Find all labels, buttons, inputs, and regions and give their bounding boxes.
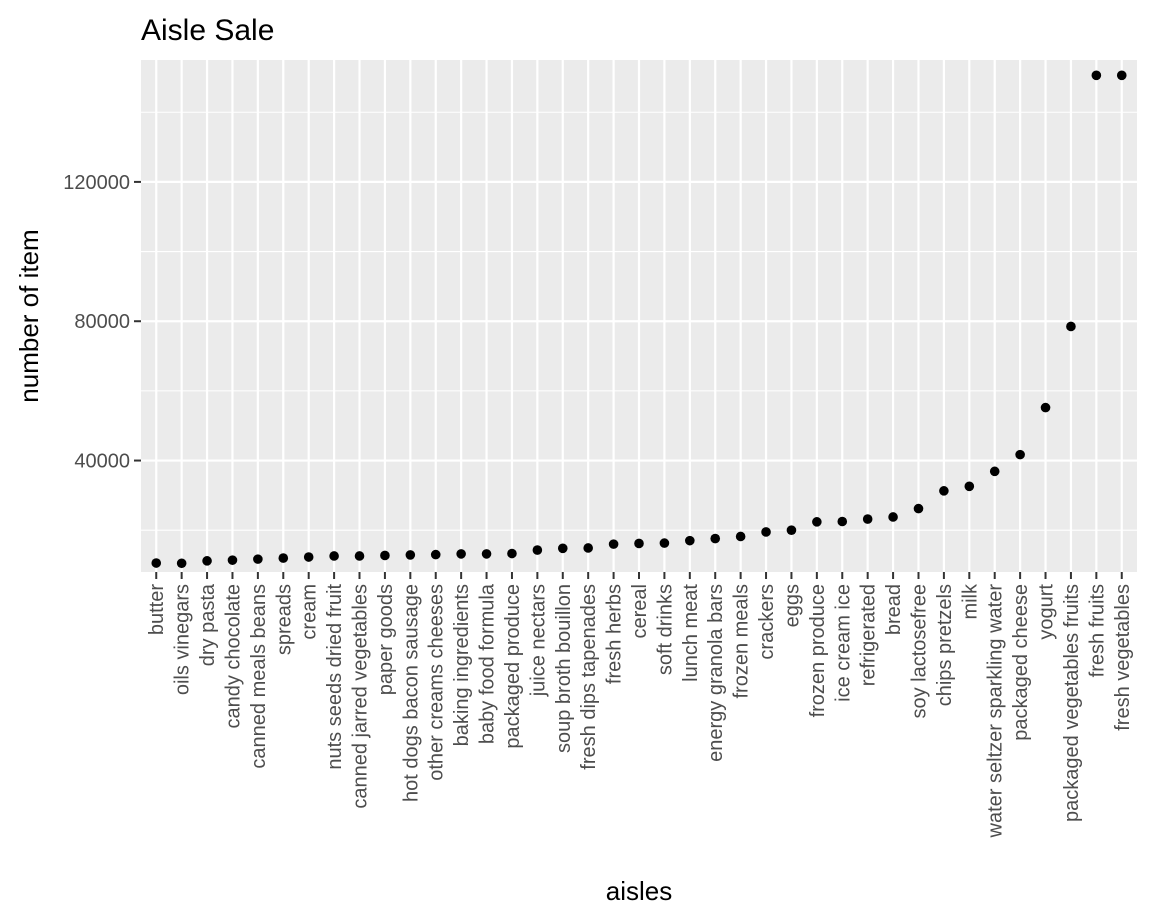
x-tick-label: candy chocolate	[222, 584, 244, 729]
data-points	[151, 70, 1127, 569]
data-point	[761, 527, 771, 537]
data-point	[456, 549, 466, 559]
x-axis-title: aisles	[606, 876, 672, 906]
data-point	[329, 551, 339, 561]
x-tick-label: refrigerated	[858, 584, 880, 686]
data-point	[812, 517, 822, 527]
data-point	[278, 553, 289, 563]
y-tick-label: 40000	[74, 451, 130, 473]
data-point	[685, 535, 695, 546]
x-tick-label: chips pretzels	[934, 584, 956, 706]
data-point	[227, 555, 238, 565]
x-tick-label: paper goods	[375, 584, 397, 695]
x-tick-label: packaged cheese	[1010, 584, 1032, 741]
data-point	[354, 551, 365, 561]
x-tick-label: baby food formula	[477, 583, 499, 744]
x-tick-label: bread	[883, 584, 905, 635]
x-tick-label: hot dogs bacon sausage	[400, 584, 422, 802]
data-point	[710, 533, 721, 544]
data-point	[176, 558, 187, 569]
x-tick-label: lunch meat	[680, 584, 702, 682]
data-point	[253, 554, 263, 564]
data-point	[1015, 449, 1025, 460]
data-point	[481, 549, 492, 559]
data-point	[735, 531, 746, 542]
data-point	[964, 481, 975, 492]
y-axis: 40000 80000 120000	[63, 172, 141, 473]
data-point	[888, 512, 898, 522]
data-point	[1040, 402, 1051, 413]
data-point	[430, 549, 441, 560]
y-axis-title: number of item	[14, 229, 44, 402]
data-point	[1091, 70, 1102, 81]
data-point	[583, 543, 593, 553]
data-point	[507, 548, 517, 559]
x-tick-label: frozen meals	[731, 584, 753, 699]
x-tick-label: soy lactosefree	[908, 584, 930, 719]
x-tick-label: eggs	[781, 584, 803, 627]
x-tick-label: ice cream ice	[832, 584, 854, 702]
data-point	[557, 543, 568, 554]
y-tick-label: 80000	[74, 311, 130, 333]
x-tick-label: canned meals beans	[248, 584, 270, 769]
x-tick-label: energy granola bars	[705, 584, 727, 762]
x-tick-label: fresh herbs	[604, 584, 626, 684]
y-tick-label: 120000	[63, 172, 130, 194]
x-tick-label: butter	[146, 584, 168, 635]
x-tick-label: dry pasta	[197, 583, 219, 666]
chart-title: Aisle Sale	[141, 14, 274, 47]
x-tick-label: other creams cheeses	[426, 584, 448, 781]
data-point	[1116, 70, 1127, 81]
data-point	[405, 550, 416, 560]
x-tick-label: crackers	[756, 584, 778, 660]
x-axis: butter oils vinegars dry pasta candy chocol…	[146, 572, 1134, 838]
data-point	[939, 486, 949, 496]
x-tick-label: yogurt	[1036, 584, 1058, 640]
x-tick-label: spreads	[273, 584, 295, 655]
data-point	[380, 550, 390, 561]
data-point	[659, 538, 670, 548]
data-point	[532, 545, 543, 555]
x-tick-label: juice nectars	[527, 584, 549, 697]
x-tick-label: baking ingredients	[451, 584, 473, 746]
x-tick-label: milk	[959, 583, 981, 620]
data-point	[1066, 321, 1076, 332]
x-tick-label: frozen produce	[807, 584, 829, 717]
data-point	[862, 514, 873, 524]
x-tick-label: nuts seeds dried fruit	[324, 584, 346, 770]
data-point	[303, 552, 314, 562]
data-point	[634, 538, 644, 549]
x-tick-label: cream	[299, 584, 321, 640]
x-tick-label: fresh dips tapenades	[578, 584, 600, 770]
x-tick-label: packaged vegetables fruits	[1061, 584, 1083, 822]
x-tick-label: fresh fruits	[1086, 584, 1108, 677]
data-point	[608, 539, 619, 549]
x-tick-label: oils vinegars	[172, 584, 194, 695]
x-tick-label: water seltzer sparkling water	[985, 584, 1007, 839]
x-tick-label: canned jarred vegetables	[350, 584, 372, 809]
x-tick-label: soup broth bouillon	[553, 584, 575, 753]
data-point	[913, 503, 924, 514]
data-point	[202, 556, 212, 566]
data-point	[837, 516, 848, 527]
x-tick-label: fresh vegetables	[1112, 584, 1134, 731]
major-gridlines	[141, 60, 1137, 572]
x-tick-label: soft drinks	[654, 584, 676, 675]
x-tick-label: packaged produce	[502, 584, 524, 749]
data-point	[989, 466, 1000, 477]
data-point	[151, 558, 162, 568]
x-tick-label: cereal	[629, 584, 651, 638]
data-point	[786, 525, 797, 536]
